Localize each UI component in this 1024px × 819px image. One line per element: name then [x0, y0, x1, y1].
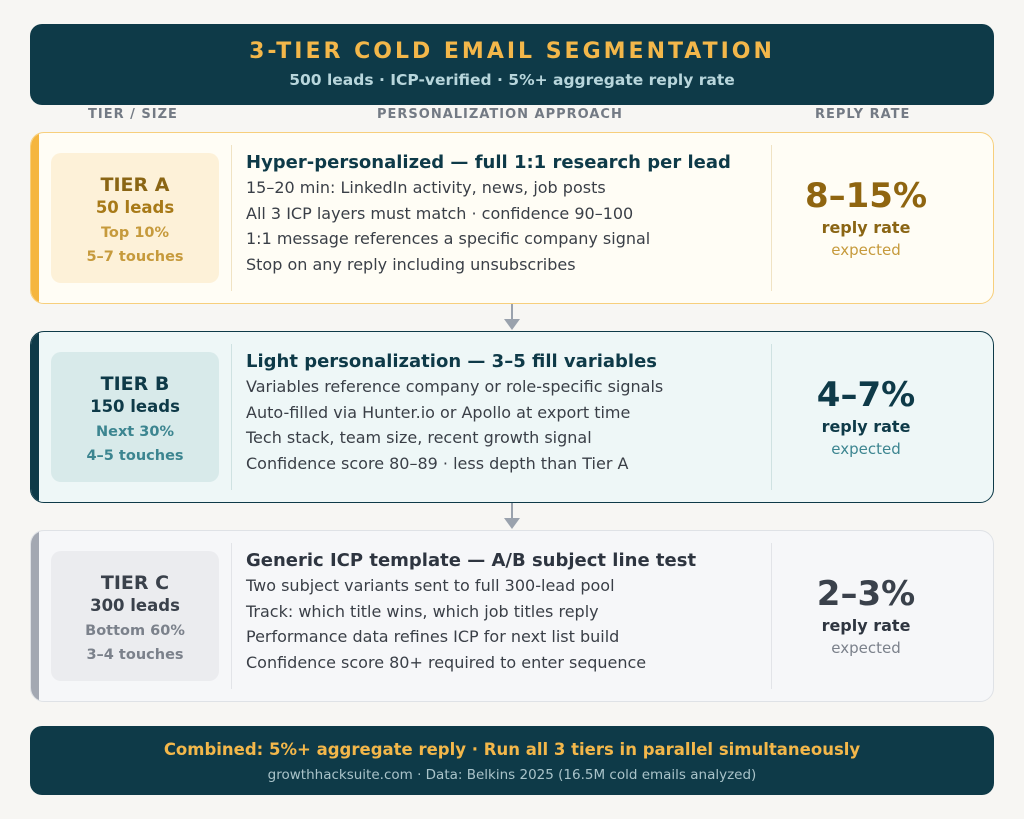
tier-b-reply-rate: 4–7% reply rate expected	[773, 374, 959, 460]
tier-a-approach: Hyper-personalized — full 1:1 research p…	[246, 151, 786, 277]
divider	[231, 145, 232, 291]
page-title: 3-TIER COLD EMAIL SEGMENTATION	[249, 39, 775, 64]
tier-percent: Next 30%	[95, 424, 174, 440]
reply-rate-note: expected	[831, 440, 901, 458]
approach-line: Auto-filled via Hunter.io or Apollo at e…	[246, 402, 631, 422]
approach-line: Track: which title wins, which job title…	[246, 601, 599, 621]
tier-a-badge: TIER A 50 leads Top 10% 5–7 touches	[51, 153, 219, 283]
tier-a-accent-stripe	[31, 133, 39, 303]
tier-percent: Top 10%	[100, 225, 170, 241]
column-heading-approach: PERSONALIZATION APPROACH	[377, 107, 623, 122]
tier-b-accent-stripe	[31, 332, 39, 502]
divider	[771, 543, 772, 689]
column-heading-tier-size: TIER / SIZE	[88, 107, 178, 122]
tier-c-reply-rate: 2–3% reply rate expected	[773, 573, 959, 659]
tier-c-accent-stripe	[31, 531, 39, 701]
source-credit: growthhacksuite.com · Data: Belkins 2025…	[267, 767, 757, 783]
summary-text: Combined: 5%+ aggregate reply · Run all …	[163, 740, 861, 759]
tier-a-reply-rate: 8–15% reply rate expected	[773, 175, 959, 261]
summary-banner: Combined: 5%+ aggregate reply · Run all …	[30, 726, 994, 795]
page-subtitle: 500 leads · ICP-verified · 5%+ aggregate…	[289, 71, 735, 89]
reply-rate-label: reply rate	[821, 218, 911, 237]
tier-leads: 300 leads	[90, 596, 180, 615]
approach-line: Confidence score 80+ required to enter s…	[246, 652, 647, 672]
tier-c-approach: Generic ICP template — A/B subject line …	[246, 549, 786, 675]
tier-b-badge: TIER B 150 leads Next 30% 4–5 touches	[51, 352, 219, 482]
tier-touches: 4–5 touches	[86, 448, 184, 464]
tier-a-card: TIER A 50 leads Top 10% 5–7 touches Hype…	[30, 132, 994, 304]
tier-c-card: TIER C 300 leads Bottom 60% 3–4 touches …	[30, 530, 994, 702]
column-heading-reply-rate: REPLY RATE	[815, 107, 911, 122]
divider	[771, 344, 772, 490]
tier-name: TIER C	[100, 572, 170, 594]
approach-line: Two subject variants sent to full 300-le…	[246, 576, 615, 595]
tier-leads: 50 leads	[95, 198, 175, 217]
tier-b-approach: Light personalization — 3–5 fill variabl…	[246, 350, 786, 476]
approach-line: Variables reference company or role-spec…	[246, 377, 664, 396]
title-banner: 3-TIER COLD EMAIL SEGMENTATION 500 leads…	[30, 24, 994, 105]
approach-line: 15–20 min: LinkedIn activity, news, job …	[246, 178, 606, 197]
reply-rate-note: expected	[831, 241, 901, 259]
reply-rate-note: expected	[831, 639, 901, 657]
reply-rate-value: 4–7%	[816, 375, 916, 415]
approach-headline: Generic ICP template — A/B subject line …	[246, 550, 697, 571]
tier-name: TIER B	[100, 373, 170, 395]
approach-line: Stop on any reply including unsubscribes	[246, 254, 576, 274]
tier-percent: Bottom 60%	[85, 623, 185, 639]
divider	[231, 344, 232, 490]
down-arrow-icon	[504, 503, 520, 529]
reply-rate-label: reply rate	[821, 616, 911, 635]
tier-touches: 5–7 touches	[86, 249, 184, 265]
reply-rate-label: reply rate	[821, 417, 911, 436]
tier-name: TIER A	[100, 174, 170, 196]
approach-headline: Hyper-personalized — full 1:1 research p…	[246, 152, 731, 173]
approach-headline: Light personalization — 3–5 fill variabl…	[246, 351, 657, 372]
divider	[771, 145, 772, 291]
approach-line: Tech stack, team size, recent growth sig…	[246, 428, 592, 447]
tier-b-card: TIER B 150 leads Next 30% 4–5 touches Li…	[30, 331, 994, 503]
tier-leads: 150 leads	[90, 397, 180, 416]
approach-line: 1:1 message references a specific compan…	[246, 229, 651, 248]
divider	[231, 543, 232, 689]
approach-line: Confidence score 80–89 · less depth than…	[246, 453, 629, 473]
reply-rate-value: 2–3%	[816, 574, 916, 614]
tier-touches: 3–4 touches	[86, 647, 184, 663]
approach-line: Performance data refines ICP for next li…	[246, 627, 620, 646]
reply-rate-value: 8–15%	[804, 176, 928, 216]
approach-line: All 3 ICP layers must match · confidence…	[246, 203, 634, 223]
down-arrow-icon	[504, 304, 520, 330]
tier-c-badge: TIER C 300 leads Bottom 60% 3–4 touches	[51, 551, 219, 681]
